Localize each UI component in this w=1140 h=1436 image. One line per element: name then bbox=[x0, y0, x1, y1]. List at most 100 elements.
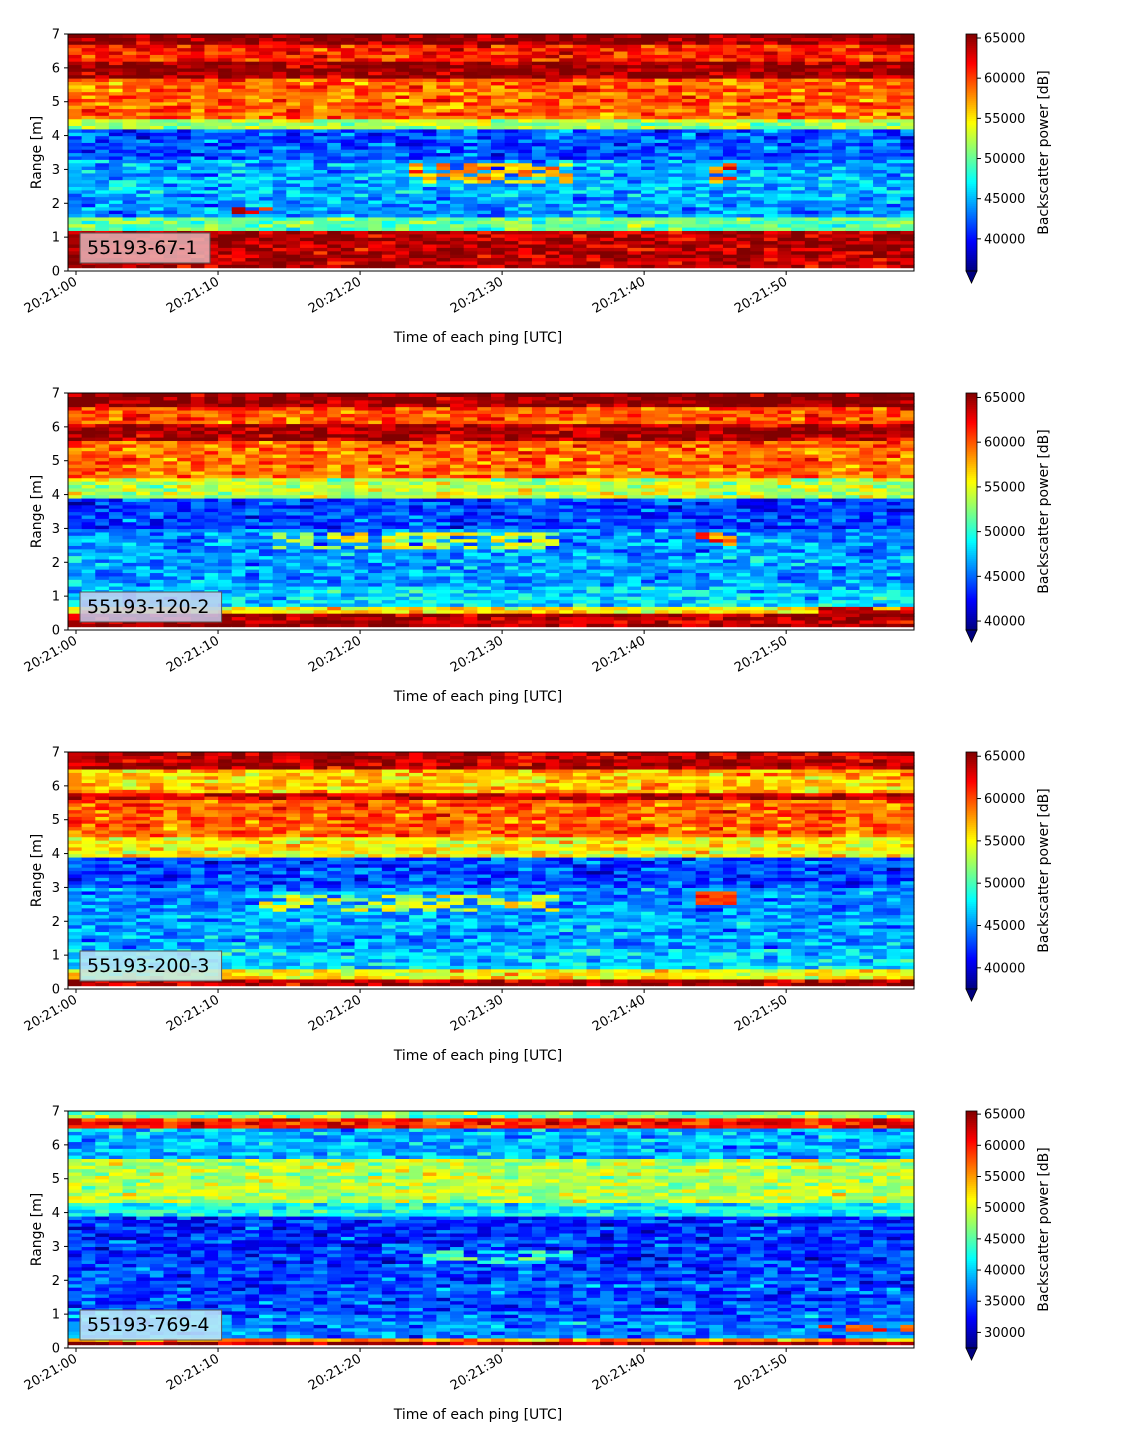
heatmap-cell bbox=[395, 237, 410, 242]
heatmap-cell bbox=[95, 159, 110, 164]
heatmap-cell bbox=[436, 37, 451, 42]
heatmap-cell bbox=[259, 213, 274, 218]
heatmap-cell bbox=[259, 50, 274, 55]
heatmap-cell bbox=[108, 64, 124, 69]
heatmap-cell bbox=[422, 189, 438, 194]
heatmap-cell bbox=[68, 155, 83, 160]
heatmap-cell bbox=[491, 142, 506, 147]
heatmap-cell bbox=[409, 84, 424, 89]
heatmap-cell bbox=[122, 223, 137, 228]
heatmap-cell bbox=[477, 220, 492, 225]
heatmap-cell bbox=[409, 155, 424, 160]
heatmap-cell bbox=[259, 172, 274, 177]
heatmap-cell bbox=[395, 94, 410, 99]
heatmap-cell bbox=[218, 94, 233, 99]
heatmap-cell bbox=[204, 64, 219, 69]
heatmap-cell bbox=[463, 145, 478, 150]
heatmap-cell bbox=[518, 94, 533, 99]
heatmap-cell bbox=[340, 172, 356, 177]
heatmap-cell bbox=[313, 267, 328, 272]
heatmap-cell bbox=[313, 111, 328, 116]
heatmap-cell bbox=[531, 142, 547, 147]
heatmap-cell bbox=[108, 172, 124, 177]
heatmap-cell bbox=[190, 223, 206, 228]
heatmap-cell bbox=[286, 233, 301, 238]
heatmap-cell bbox=[422, 149, 438, 154]
heatmap-cell bbox=[436, 213, 451, 218]
heatmap-cell bbox=[477, 122, 492, 127]
heatmap-cell bbox=[477, 47, 492, 52]
heatmap-cell bbox=[368, 243, 383, 248]
heatmap-cell bbox=[68, 44, 83, 49]
heatmap-cell bbox=[491, 210, 506, 215]
heatmap-cell bbox=[286, 220, 301, 225]
heatmap-cell bbox=[463, 213, 478, 218]
heatmap-cell bbox=[218, 50, 233, 55]
heatmap-cell bbox=[272, 267, 287, 272]
heatmap-cell bbox=[163, 67, 178, 72]
heatmap-cell bbox=[518, 34, 533, 38]
heatmap-cell bbox=[545, 111, 560, 116]
heatmap-cell bbox=[450, 230, 465, 235]
heatmap-cell bbox=[122, 226, 137, 231]
heatmap-cell bbox=[108, 101, 124, 106]
heatmap-cell bbox=[259, 199, 274, 204]
heatmap-cell bbox=[286, 179, 301, 184]
heatmap-cell bbox=[368, 47, 383, 52]
heatmap-cell bbox=[218, 111, 233, 116]
heatmap-cell bbox=[272, 138, 287, 143]
heatmap-cell bbox=[313, 88, 328, 93]
heatmap-cell bbox=[149, 54, 165, 59]
heatmap-cell bbox=[627, 34, 642, 38]
heatmap-cell bbox=[531, 162, 547, 167]
heatmap-cell bbox=[327, 132, 342, 137]
heatmap-cell bbox=[491, 111, 506, 116]
heatmap-cell bbox=[504, 196, 519, 201]
heatmap-cell bbox=[422, 115, 438, 120]
heatmap-cell bbox=[163, 111, 178, 116]
heatmap-cell bbox=[149, 94, 165, 99]
heatmap-cell bbox=[791, 34, 806, 38]
heatmap-cell bbox=[136, 155, 151, 160]
heatmap-cell bbox=[381, 122, 397, 127]
heatmap-cell bbox=[313, 210, 328, 215]
heatmap-cell bbox=[136, 122, 151, 127]
heatmap-cell bbox=[190, 122, 206, 127]
heatmap-cell bbox=[381, 243, 397, 248]
heatmap-cell bbox=[299, 108, 315, 113]
heatmap-cell bbox=[340, 47, 356, 52]
heatmap-cell bbox=[531, 254, 547, 259]
heatmap-cell bbox=[190, 91, 206, 96]
heatmap-cell bbox=[450, 50, 465, 55]
heatmap-cell bbox=[368, 54, 383, 59]
heatmap-cell bbox=[641, 34, 656, 38]
heatmap-cell bbox=[368, 44, 383, 49]
heatmap-cell bbox=[327, 250, 342, 255]
heatmap-cell bbox=[190, 125, 206, 130]
heatmap-cell bbox=[313, 101, 328, 106]
heatmap-cell bbox=[177, 115, 192, 120]
heatmap-cell bbox=[122, 78, 137, 82]
heatmap-cell bbox=[354, 111, 369, 116]
heatmap-cell bbox=[491, 67, 506, 72]
heatmap-cell bbox=[190, 37, 206, 42]
heatmap-cell bbox=[368, 193, 383, 198]
heatmap-cell bbox=[163, 189, 178, 194]
heatmap-cell bbox=[436, 105, 451, 110]
heatmap-cell bbox=[122, 267, 137, 272]
heatmap-cell bbox=[204, 189, 219, 194]
heatmap-cell bbox=[204, 152, 219, 157]
heatmap-cell bbox=[95, 111, 110, 116]
heatmap-cell bbox=[422, 233, 438, 238]
heatmap-cell bbox=[68, 128, 83, 133]
heatmap-cell bbox=[95, 128, 110, 133]
heatmap-cell bbox=[327, 37, 342, 42]
heatmap-cell bbox=[463, 78, 478, 82]
heatmap-cell bbox=[545, 132, 560, 137]
heatmap-cell bbox=[368, 152, 383, 157]
heatmap-cell bbox=[177, 186, 192, 191]
heatmap-cell bbox=[272, 128, 287, 133]
heatmap-cell bbox=[259, 145, 274, 150]
heatmap-cell bbox=[531, 135, 547, 140]
heatmap-cell bbox=[518, 162, 533, 167]
